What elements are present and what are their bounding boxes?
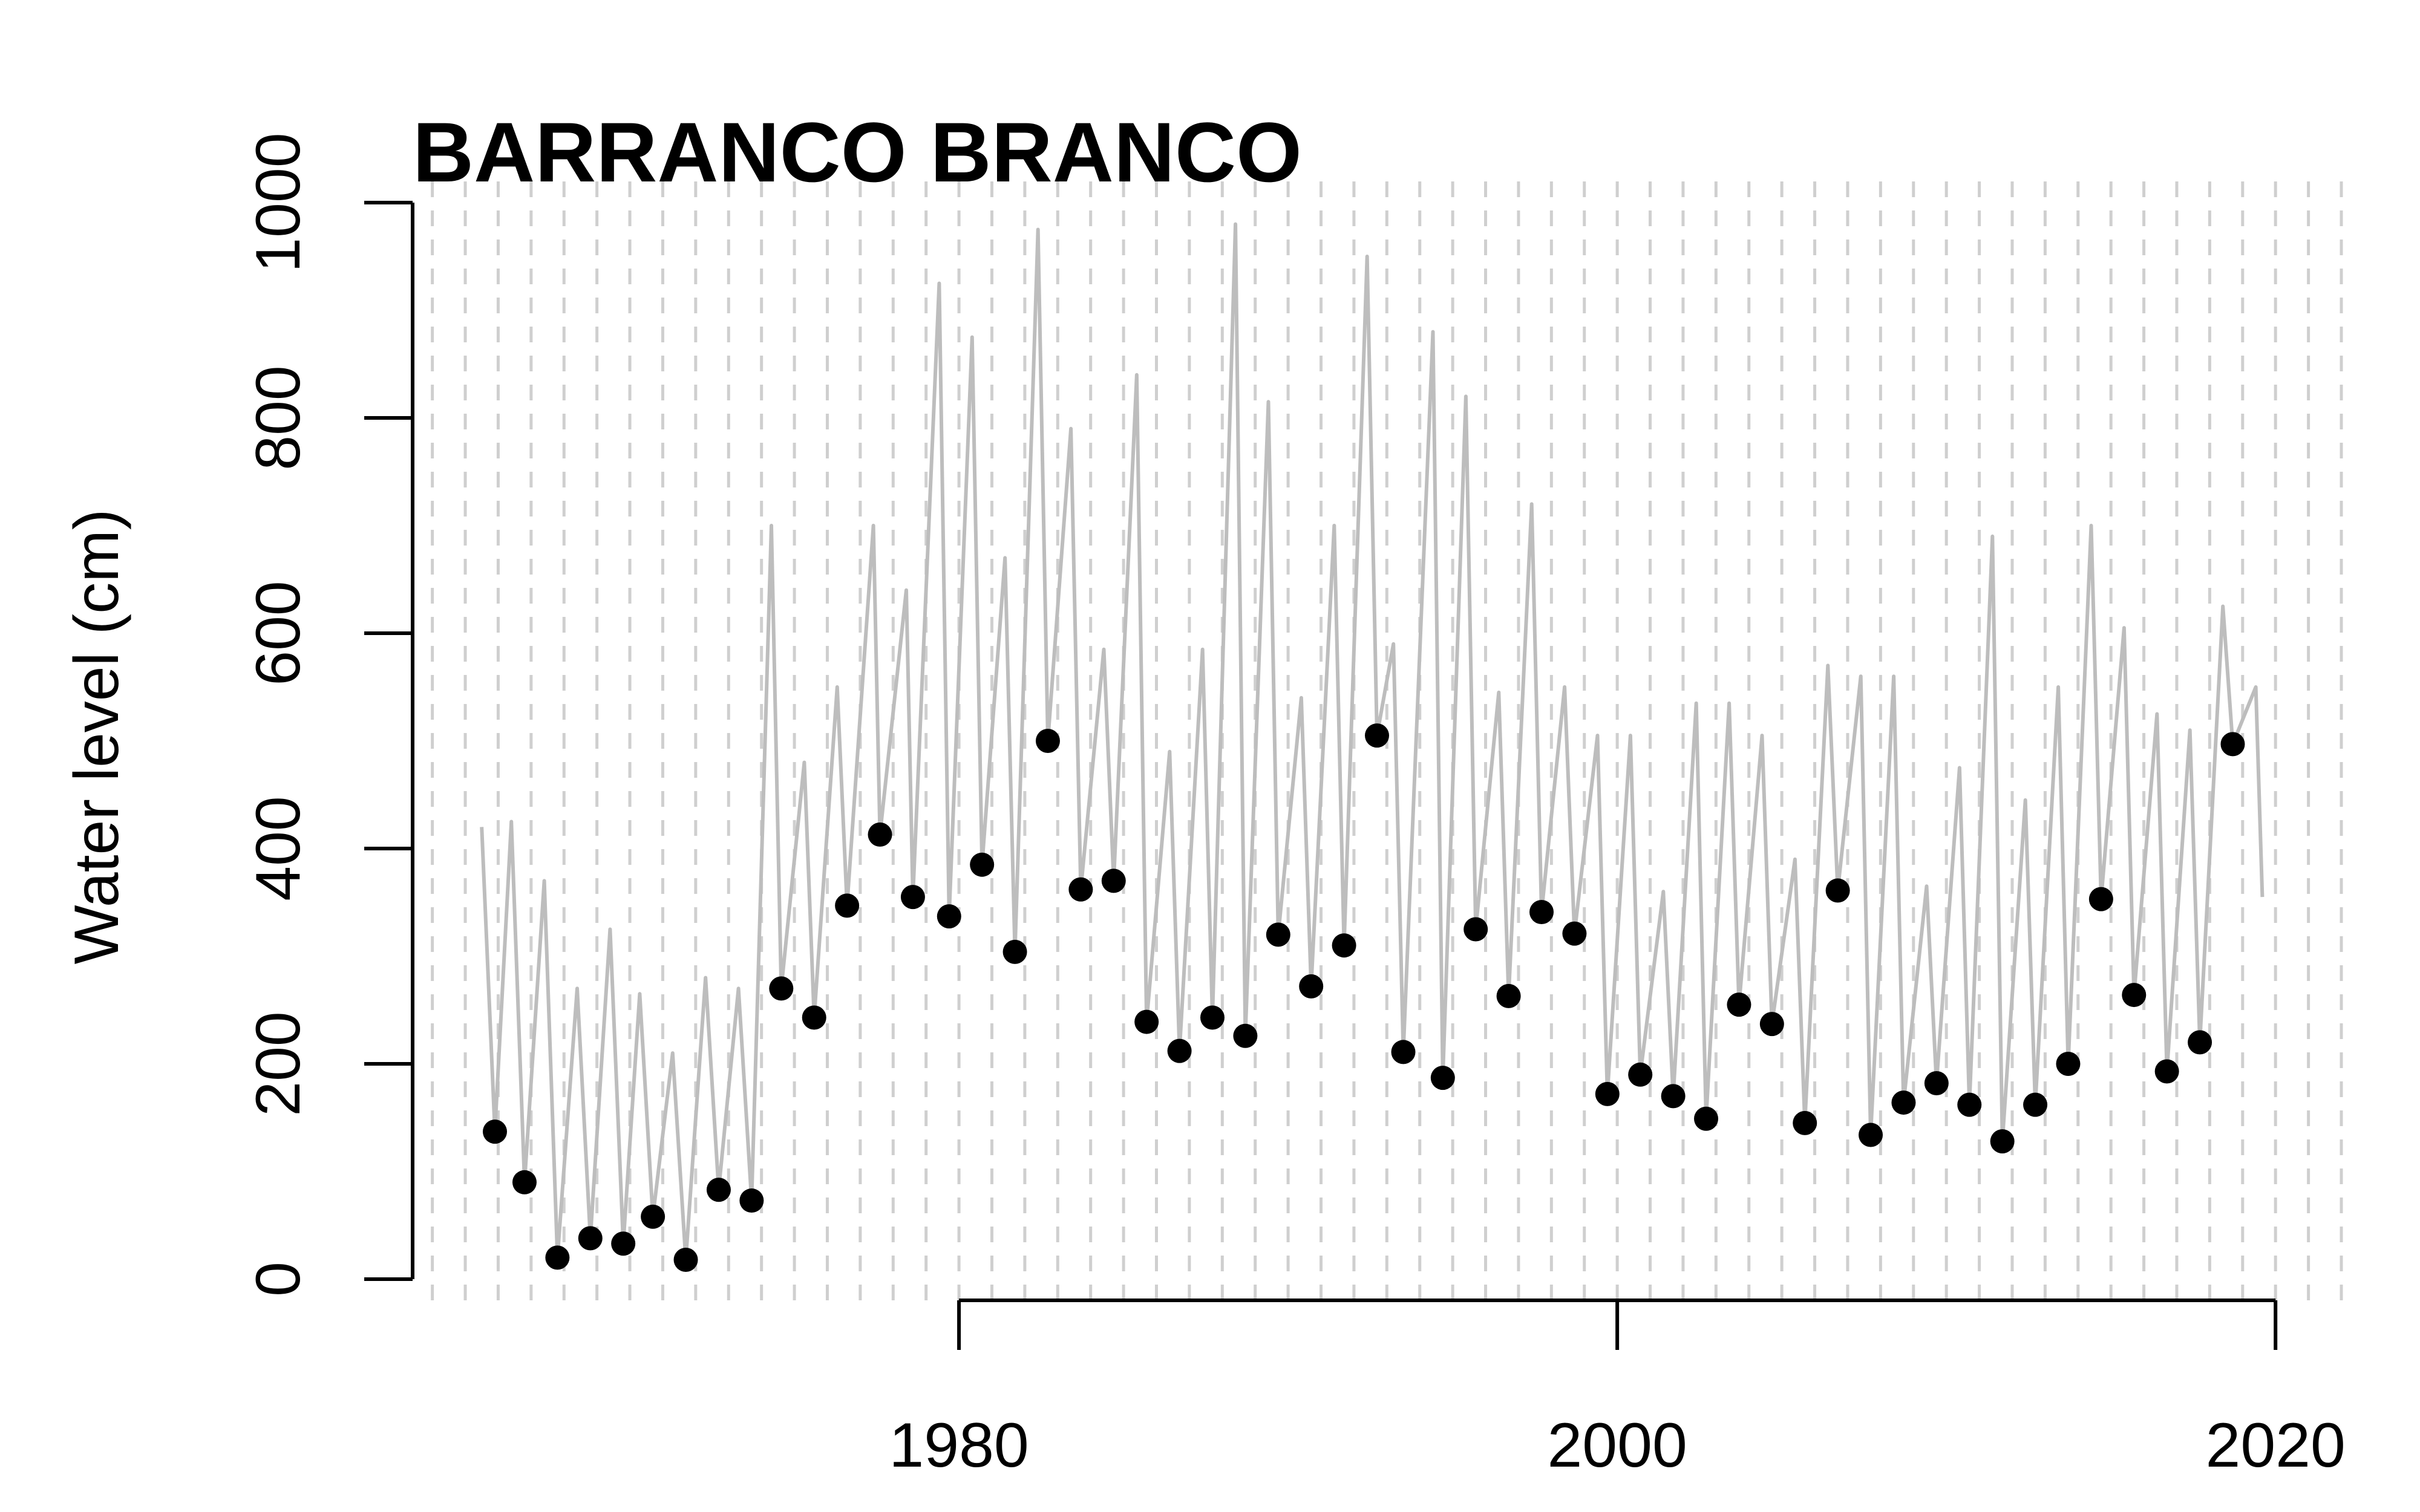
data-point	[769, 976, 794, 1001]
vertical-grid	[431, 181, 2343, 1306]
y-tick-label: 0	[243, 1262, 313, 1297]
data-point	[937, 904, 961, 929]
data-point	[970, 852, 995, 877]
data-point	[1661, 1084, 1686, 1109]
data-point	[1200, 1005, 1225, 1030]
data-point	[578, 1226, 603, 1251]
data-point	[1595, 1081, 1620, 1106]
data-point	[1365, 723, 1389, 748]
y-axis: 0 200 400 600 800 1000	[243, 132, 414, 1297]
data-point	[1562, 921, 1587, 946]
data-point	[2056, 1052, 2081, 1076]
data-point	[611, 1231, 636, 1256]
data-point	[1134, 1009, 1159, 1034]
data-point	[1332, 933, 1356, 958]
x-axis: 1980 2000 2020	[889, 1299, 2346, 1481]
data-point	[1628, 1062, 1653, 1087]
data-point	[1068, 877, 1093, 902]
data-point	[1793, 1110, 1817, 1135]
data-point	[1035, 729, 1060, 753]
data-point	[1101, 868, 1126, 893]
data-point	[802, 1005, 826, 1030]
data-point	[1233, 1023, 1258, 1048]
data-point	[1266, 922, 1290, 947]
data-point	[2088, 887, 2113, 911]
data-point	[1463, 917, 1488, 942]
data-point	[1167, 1038, 1192, 1063]
data-point	[900, 885, 925, 910]
data-point	[1002, 939, 1027, 964]
chart-title: BARRANCO BRANCO	[413, 105, 1302, 200]
y-axis-title: Water level (cm)	[62, 509, 132, 964]
data-point	[1727, 992, 1751, 1017]
data-point	[868, 822, 892, 847]
data-point	[1694, 1106, 1719, 1131]
data-point	[2154, 1059, 2179, 1084]
data-point	[2023, 1092, 2048, 1117]
data-point	[1430, 1066, 1455, 1090]
y-tick-label: 600	[243, 581, 313, 686]
data-point	[1990, 1129, 2015, 1154]
data-point	[1859, 1123, 1883, 1147]
data-point	[1299, 974, 1324, 999]
data-point	[1891, 1090, 1916, 1115]
data-point	[512, 1170, 537, 1194]
data-point	[835, 893, 860, 918]
data-point	[1825, 878, 1850, 903]
water-level-line	[480, 222, 2265, 1262]
data-point	[1759, 1012, 1784, 1037]
y-tick-label: 400	[243, 796, 313, 901]
data-point	[483, 1119, 508, 1144]
data-point	[641, 1204, 666, 1229]
data-point	[673, 1247, 698, 1272]
data-point	[2220, 732, 2245, 757]
data-point	[1496, 983, 1521, 1008]
annual-minimum-points	[483, 723, 2245, 1272]
data-point	[1957, 1092, 1982, 1117]
data-point	[739, 1188, 764, 1213]
data-point	[1391, 1040, 1416, 1064]
y-tick-label: 800	[243, 365, 313, 471]
data-point	[2188, 1030, 2212, 1055]
x-tick-label: 2020	[2206, 1410, 2346, 1481]
water-level-series-line	[480, 222, 2265, 1262]
x-tick-label: 1980	[889, 1410, 1028, 1481]
data-point	[545, 1245, 570, 1270]
data-point	[1924, 1071, 1949, 1096]
y-tick-label: 1000	[243, 132, 313, 272]
y-tick-label: 200	[243, 1011, 313, 1116]
x-tick-label: 2000	[1547, 1410, 1687, 1481]
data-point	[2122, 983, 2147, 1008]
data-point	[1529, 900, 1554, 925]
data-point	[706, 1178, 731, 1202]
